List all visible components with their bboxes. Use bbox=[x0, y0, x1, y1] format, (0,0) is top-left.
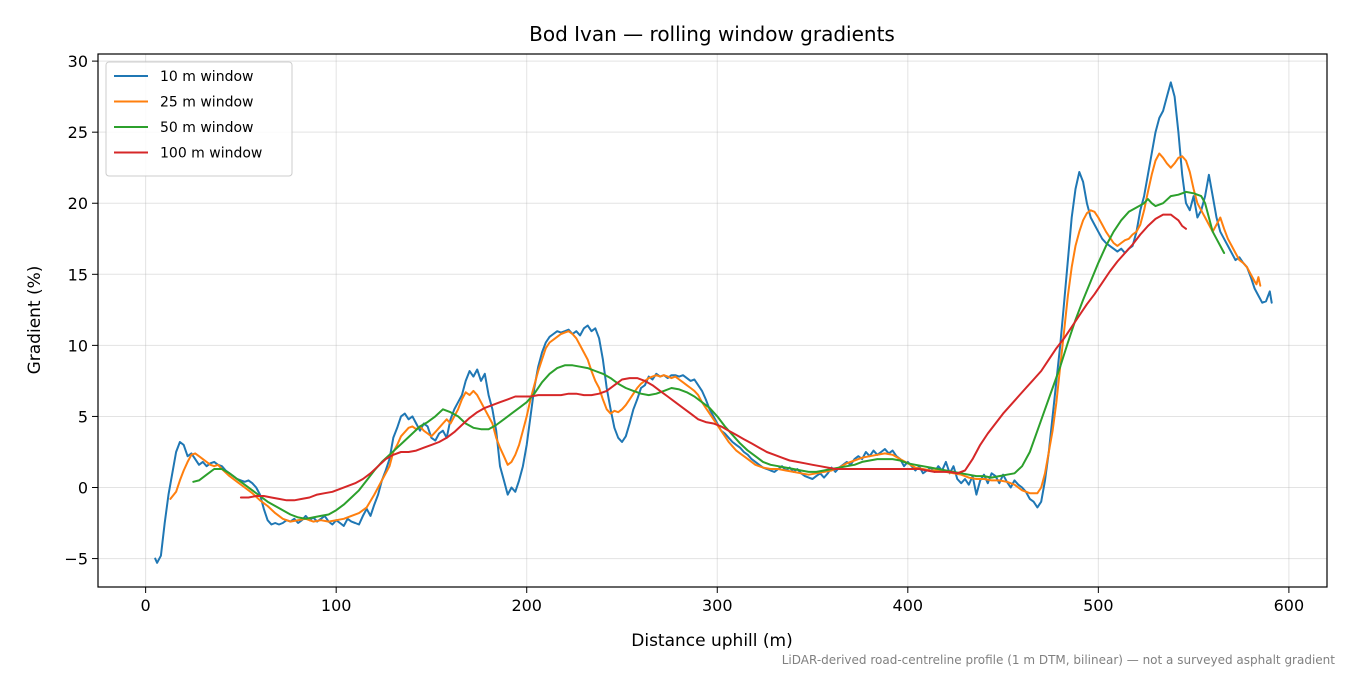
y-tick-label: 15 bbox=[68, 265, 88, 284]
y-tick-label: −5 bbox=[64, 550, 88, 569]
y-tick-label: 20 bbox=[68, 194, 88, 213]
x-axis-label: Distance uphill (m) bbox=[631, 631, 792, 651]
plot-frame bbox=[97, 53, 1328, 588]
legend: 10 m window 25 m window 50 m window 100 m w… bbox=[105, 61, 293, 177]
x-tick-label: 400 bbox=[893, 596, 924, 615]
series-line-4 bbox=[239, 213, 1187, 502]
x-tick-label: 300 bbox=[702, 596, 733, 615]
x-tick-label: 500 bbox=[1083, 596, 1114, 615]
chart-title: Bod Ivan — rolling window gradients bbox=[529, 22, 895, 46]
y-tick-label: 5 bbox=[78, 407, 88, 426]
grid-lines bbox=[98, 54, 1327, 587]
chart-caption: LiDAR-derived road-centreline profile (1… bbox=[782, 653, 1336, 667]
x-tick-label: 200 bbox=[511, 596, 542, 615]
y-tick-label: 25 bbox=[68, 123, 88, 142]
y-tick-label: 30 bbox=[68, 52, 88, 71]
series-line-2 bbox=[169, 152, 1262, 523]
legend-label: 25 m window bbox=[160, 95, 253, 111]
x-tick-label: 600 bbox=[1274, 596, 1305, 615]
series-line-3 bbox=[192, 190, 1226, 520]
axis-ticks: 0 100 200 300 400 500 600 −5 0 5 10 15 20 25 30 bbox=[64, 52, 1304, 615]
series-layer bbox=[154, 81, 1273, 564]
series-line-1 bbox=[154, 81, 1273, 564]
y-tick-label: 0 bbox=[78, 479, 88, 498]
y-tick-label: 10 bbox=[68, 336, 88, 355]
legend-box bbox=[105, 61, 293, 177]
y-axis-label: Gradient (%) bbox=[25, 266, 45, 375]
x-tick-label: 0 bbox=[141, 596, 151, 615]
legend-label: 50 m window bbox=[160, 120, 253, 136]
legend-label: 100 m window bbox=[160, 146, 262, 162]
x-tick-label: 100 bbox=[321, 596, 352, 615]
legend-label: 10 m window bbox=[160, 69, 253, 85]
